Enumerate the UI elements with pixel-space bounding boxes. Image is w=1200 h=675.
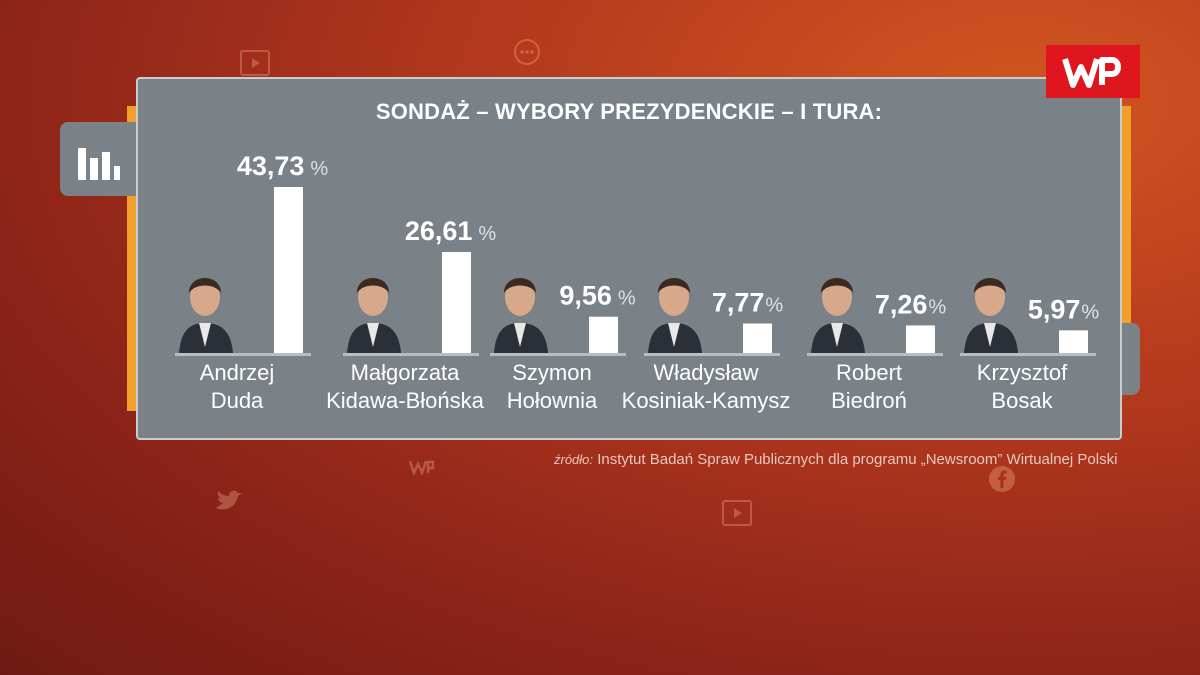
category-label: Robert: [836, 360, 902, 385]
candidate-photo: [347, 278, 401, 353]
baseline: [343, 353, 479, 356]
youtube-icon: [722, 500, 752, 526]
bar-chart-icon: [78, 148, 120, 180]
category-label: Szymon: [512, 360, 591, 385]
category-label: Kidawa-Błońska: [326, 388, 485, 413]
candidate-group: 9,56 % Szymon Hołownia: [490, 278, 636, 413]
value-label: 7,26%: [875, 289, 947, 319]
category-label: Krzysztof: [977, 360, 1068, 385]
baseline: [807, 353, 943, 356]
category-label: Biedroń: [831, 388, 907, 413]
category-label: Małgorzata: [351, 360, 461, 385]
category-label: Kosiniak-Kamysz: [622, 388, 791, 413]
candidate-photo: [179, 278, 233, 353]
candidate-photo: [494, 278, 548, 353]
twitter-icon: [214, 488, 244, 514]
chart-title: SONDAŻ – WYBORY PREZYDENCKIE – I TURA:: [375, 99, 883, 124]
candidate-group: 7,77% Władysław Kosiniak-Kamysz: [622, 278, 791, 413]
candidate-group: 7,26% Robert Biedroń: [807, 278, 946, 413]
category-label: Duda: [211, 388, 264, 413]
baseline: [960, 353, 1096, 356]
value-label: 26,61%: [405, 216, 497, 246]
left-accent-bar: [127, 106, 136, 411]
facebook-icon: [988, 465, 1016, 493]
right-tab: [1120, 323, 1140, 395]
bar: [442, 251, 471, 353]
value-label: 7,77%: [712, 288, 784, 318]
bar: [274, 187, 303, 353]
value-label: 9,56%: [559, 281, 636, 311]
bar: [743, 323, 772, 353]
chart-tab: [60, 122, 138, 196]
candidate-group: 26,61 % Małgorzata Kidawa-Błońska: [326, 216, 496, 413]
wp-small-icon: [409, 459, 435, 475]
bar: [906, 325, 935, 353]
source-text: Instytut Badań Spraw Publicznych dla pro…: [597, 451, 1118, 468]
bar: [1059, 330, 1088, 353]
chat-icon: [512, 38, 542, 68]
candidate-group: 5,97% Krzysztof Bosak: [960, 278, 1099, 413]
value-label: 43,73%: [237, 151, 329, 181]
wp-logo: [1046, 45, 1140, 98]
baseline: [644, 353, 780, 356]
right-accent-bar: [1122, 106, 1131, 326]
value-label: 5,97%: [1028, 294, 1100, 324]
candidate-photo: [811, 278, 865, 353]
source-lead: źródło:: [554, 452, 594, 467]
youtube-icon: [240, 50, 270, 76]
candidate-photo: [648, 278, 702, 353]
source-note: źródło: Instytut Badań Spraw Publicznych…: [554, 451, 1117, 468]
category-label: Bosak: [991, 388, 1053, 413]
candidate-photo: [964, 278, 1018, 353]
candidate-group: 43,73 % Andrzej Duda: [175, 151, 328, 413]
category-label: Andrzej: [200, 360, 275, 385]
category-label: Władysław: [653, 360, 758, 385]
baseline: [175, 353, 311, 356]
baseline: [490, 353, 626, 356]
bar: [589, 316, 618, 353]
category-label: Hołownia: [507, 388, 598, 413]
